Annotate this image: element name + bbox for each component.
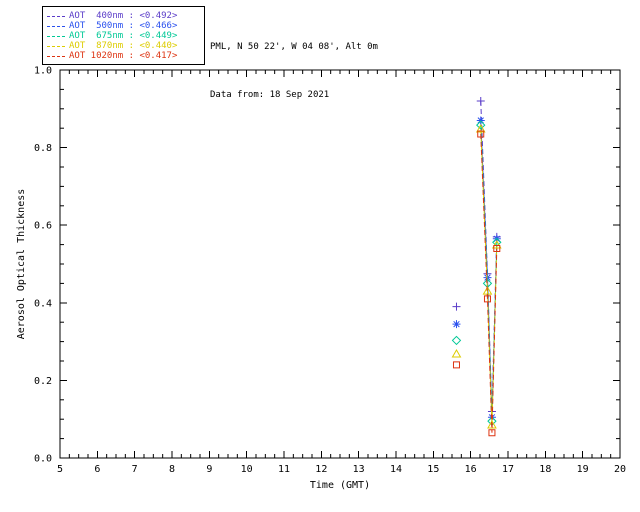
svg-text:11: 11 [278, 464, 290, 475]
legend-line-sample-675nm [47, 35, 65, 37]
legend-label-500nm: AOT 500nm : <0.466> [69, 21, 178, 31]
svg-text:1.0: 1.0 [34, 66, 52, 77]
svg-text:20: 20 [614, 464, 626, 475]
legend-label-1020nm: AOT 1020nm : <0.417> [69, 51, 178, 61]
svg-text:8: 8 [169, 464, 175, 475]
svg-text:0.2: 0.2 [34, 376, 52, 387]
legend-line-sample-1020nm [47, 55, 65, 57]
svg-text:10: 10 [241, 464, 253, 475]
legend-label-675nm: AOT 675nm : <0.449> [69, 31, 178, 41]
svg-text:7: 7 [132, 464, 138, 475]
svg-text:Aerosol Optical Thickness: Aerosol Optical Thickness [16, 189, 27, 340]
svg-text:9: 9 [206, 464, 212, 475]
svg-text:5: 5 [57, 464, 63, 475]
station-info: PML, N 50 22', W 04 08', Alt 0m [210, 42, 378, 52]
legend-line-sample-500nm [47, 25, 65, 27]
svg-text:Time (GMT): Time (GMT) [310, 480, 370, 491]
svg-text:13: 13 [353, 464, 365, 475]
svg-text:0.0: 0.0 [34, 454, 52, 465]
header-text: PML, N 50 22', W 04 08', Alt 0m Data fro… [210, 7, 378, 135]
legend-item-500nm: AOT 500nm : <0.466> [45, 21, 202, 31]
svg-text:0.8: 0.8 [34, 143, 52, 154]
legend-label-400nm: AOT 400nm : <0.492> [69, 11, 178, 21]
svg-text:0.6: 0.6 [34, 221, 52, 232]
svg-text:18: 18 [539, 464, 551, 475]
svg-text:16: 16 [465, 464, 477, 475]
legend-label-870nm: AOT 870nm : <0.440> [69, 41, 178, 51]
svg-text:14: 14 [390, 464, 402, 475]
svg-text:19: 19 [577, 464, 589, 475]
legend-box: AOT 400nm : <0.492> AOT 500nm : <0.466> … [42, 6, 205, 65]
legend-item-675nm: AOT 675nm : <0.449> [45, 31, 202, 41]
legend-item-1020nm: AOT 1020nm : <0.417> [45, 51, 202, 61]
svg-text:0.4: 0.4 [34, 298, 52, 309]
svg-text:17: 17 [502, 464, 514, 475]
svg-text:15: 15 [427, 464, 439, 475]
legend-item-870nm: AOT 870nm : <0.440> [45, 41, 202, 51]
legend-line-sample-870nm [47, 45, 65, 47]
svg-text:6: 6 [94, 464, 100, 475]
legend-item-400nm: AOT 400nm : <0.492> [45, 11, 202, 21]
legend-line-sample-400nm [47, 15, 65, 17]
data-date: Data from: 18 Sep 2021 [210, 90, 330, 100]
svg-text:12: 12 [315, 464, 327, 475]
